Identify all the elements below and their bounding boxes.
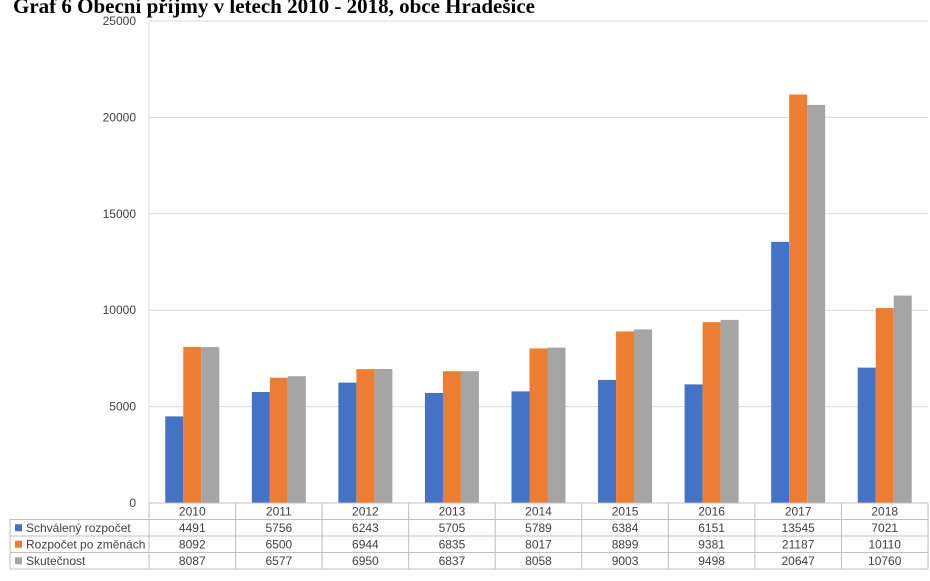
y-tick-label: 15000 bbox=[103, 207, 137, 221]
bar bbox=[771, 241, 790, 503]
bar bbox=[165, 416, 184, 503]
bar bbox=[338, 382, 357, 503]
bar bbox=[598, 379, 617, 503]
bar bbox=[183, 346, 202, 503]
bar bbox=[201, 347, 220, 503]
data-table-cell: 5789 bbox=[525, 521, 552, 535]
data-table-cell: 10760 bbox=[868, 554, 902, 568]
x-tick-label: 2018 bbox=[871, 505, 898, 519]
bar bbox=[374, 369, 393, 503]
x-tick-label: 2012 bbox=[352, 505, 379, 519]
data-table-cell: 21187 bbox=[782, 538, 815, 552]
data-table-cell: 6835 bbox=[439, 538, 466, 552]
data-table-cell: 6944 bbox=[352, 538, 379, 552]
bar bbox=[789, 94, 808, 503]
legend-swatch bbox=[15, 557, 22, 565]
bar bbox=[634, 329, 653, 503]
bar bbox=[511, 391, 530, 503]
y-tick-label: 20000 bbox=[103, 110, 137, 124]
legend-swatch bbox=[15, 524, 22, 532]
legend-label: Rozpočet po změnách bbox=[26, 538, 145, 552]
legend-swatch bbox=[15, 540, 22, 548]
bar bbox=[893, 295, 912, 503]
bar bbox=[460, 371, 479, 503]
bar bbox=[356, 369, 375, 503]
data-table-cell: 8092 bbox=[179, 538, 206, 552]
y-tick-label: 10000 bbox=[103, 303, 137, 317]
bar bbox=[251, 392, 270, 503]
data-table-cell: 6384 bbox=[612, 521, 639, 535]
bar bbox=[424, 393, 443, 503]
y-tick-label: 5000 bbox=[109, 400, 136, 414]
data-table-cell: 5756 bbox=[265, 521, 292, 535]
bar bbox=[875, 308, 894, 503]
axes: 0 5000 10000 15000 20000 25000 bbox=[103, 14, 150, 510]
x-tick-label: 2010 bbox=[179, 505, 206, 519]
bar bbox=[547, 347, 566, 503]
chart-title: Graf 6 Obecní příjmy v letech 2010 - 201… bbox=[13, 0, 535, 18]
x-tick-label: 2016 bbox=[698, 505, 725, 519]
data-table-cell: 9381 bbox=[698, 538, 725, 552]
data-table-cell: 9003 bbox=[612, 554, 639, 568]
x-tick-label: 2014 bbox=[525, 505, 552, 519]
data-table-cell: 6151 bbox=[698, 521, 725, 535]
data-table-cell: 6577 bbox=[265, 554, 292, 568]
x-tick-label: 2015 bbox=[612, 505, 639, 519]
legend-label: Skutečnost bbox=[26, 554, 86, 568]
data-table-cell: 9498 bbox=[698, 554, 725, 568]
data-table-cell: 10110 bbox=[868, 538, 901, 552]
data-table: 2010 2011 2012 2013 2014 2015 2016 2017 2018 Schv… bbox=[9, 502, 929, 570]
bars bbox=[165, 94, 912, 503]
bar bbox=[442, 371, 461, 503]
legend-label: Schválený rozpočet bbox=[26, 521, 131, 535]
data-table-cell: 8058 bbox=[525, 554, 552, 568]
data-table-cell: 13545 bbox=[781, 521, 815, 535]
x-tick-label: 2011 bbox=[266, 505, 292, 519]
bar bbox=[287, 376, 306, 503]
data-table-cell: 4491 bbox=[179, 521, 206, 535]
data-table-cell: 20647 bbox=[781, 554, 815, 568]
bar bbox=[269, 377, 288, 503]
bar bbox=[529, 348, 548, 503]
y-tick-label: 25000 bbox=[103, 14, 137, 28]
data-table-cell: 7021 bbox=[871, 521, 898, 535]
data-table-cell: 8087 bbox=[179, 554, 206, 568]
data-table-cell: 5705 bbox=[439, 521, 466, 535]
bar bbox=[857, 367, 876, 503]
data-table-cell: 6243 bbox=[352, 521, 379, 535]
x-tick-label: 2013 bbox=[439, 505, 466, 519]
bar bbox=[702, 322, 721, 503]
data-table-cell: 8899 bbox=[612, 538, 639, 552]
bar bbox=[684, 384, 703, 503]
data-table-cell: 6950 bbox=[352, 554, 379, 568]
bar bbox=[616, 331, 635, 503]
bar bbox=[807, 104, 826, 503]
y-tick-label: 0 bbox=[129, 496, 136, 510]
data-table-cell: 8017 bbox=[525, 538, 552, 552]
data-table-cell: 6837 bbox=[439, 554, 466, 568]
bar bbox=[720, 319, 739, 503]
x-tick-label: 2017 bbox=[785, 505, 812, 519]
data-table-cell: 6500 bbox=[265, 538, 292, 552]
